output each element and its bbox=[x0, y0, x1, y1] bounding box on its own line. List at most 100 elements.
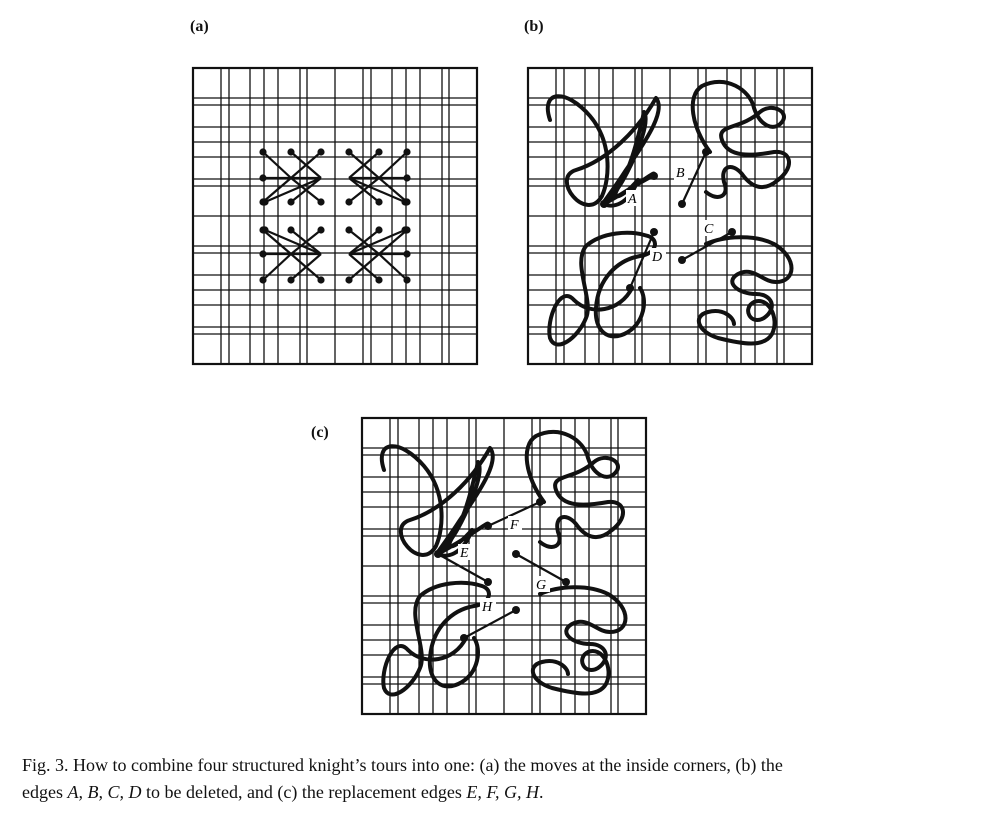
tour-top-left bbox=[380, 444, 495, 558]
square-dot bbox=[345, 198, 353, 206]
caption-end: . bbox=[539, 782, 544, 802]
square-dot bbox=[259, 226, 267, 234]
figure-caption: Fig. 3. How to combine four structured k… bbox=[22, 752, 982, 806]
tour-top-left bbox=[546, 94, 661, 208]
square-dot bbox=[317, 226, 325, 234]
edge-c-endpoint bbox=[678, 256, 686, 264]
knight-move bbox=[348, 228, 406, 256]
deleted-edges bbox=[600, 148, 736, 292]
edge-label-b: B bbox=[676, 166, 685, 181]
edge-b-endpoint bbox=[678, 200, 686, 208]
edge-label-e: E bbox=[459, 546, 469, 561]
edge-labels-c: E F G H bbox=[458, 516, 550, 615]
knight-move bbox=[262, 151, 292, 179]
square-dot bbox=[345, 148, 353, 156]
edge-h-endpoint bbox=[512, 606, 520, 614]
tour-top-right bbox=[690, 79, 791, 199]
knight-move bbox=[290, 177, 322, 203]
square-dot bbox=[375, 226, 383, 234]
knight-move bbox=[348, 253, 380, 281]
square-dot bbox=[259, 276, 267, 284]
caption-mid-1: edges bbox=[22, 782, 68, 802]
board-a-grid bbox=[193, 68, 477, 364]
edge-label-a: A bbox=[627, 192, 637, 207]
knight-move bbox=[348, 151, 380, 179]
square-dot bbox=[287, 148, 295, 156]
corner-move-group bbox=[259, 148, 325, 206]
square-dot bbox=[259, 250, 267, 258]
knight-move bbox=[264, 176, 322, 204]
board-b-frame bbox=[526, 66, 814, 366]
square-dot bbox=[345, 276, 353, 284]
square-dot bbox=[259, 198, 267, 206]
knight-move bbox=[348, 176, 406, 204]
caption-mid-edges: A, B, C, D bbox=[67, 782, 142, 802]
knight-move bbox=[262, 177, 292, 203]
knight-move bbox=[290, 253, 322, 281]
square-dot bbox=[317, 198, 325, 206]
board-a bbox=[191, 66, 479, 366]
square-dot bbox=[403, 250, 411, 258]
edge-label-c: C bbox=[704, 222, 714, 237]
edge-c-endpoint bbox=[728, 228, 736, 236]
knight-move bbox=[262, 229, 292, 255]
square-dot bbox=[287, 276, 295, 284]
tour-top-right bbox=[524, 429, 625, 549]
caption-mid-2: to be deleted, and (c) the replacement e… bbox=[141, 782, 467, 802]
tour-bottom-right bbox=[530, 585, 628, 696]
panel-c-label: (c) bbox=[311, 424, 329, 441]
edge-f-endpoint bbox=[536, 498, 544, 506]
tour-bottom-left bbox=[381, 580, 491, 697]
edge-d-endpoint bbox=[626, 284, 634, 292]
edge-g-endpoint bbox=[562, 578, 570, 586]
panel-a-label: (a) bbox=[190, 18, 209, 35]
board-b: A B C D bbox=[526, 66, 814, 366]
corner-move-group bbox=[345, 226, 411, 284]
edge-h-endpoint bbox=[460, 634, 468, 642]
square-dot bbox=[345, 226, 353, 234]
edge-f-endpoint bbox=[484, 522, 492, 530]
square-dot bbox=[375, 276, 383, 284]
corner-move-group bbox=[259, 226, 325, 284]
tour-bottom-right bbox=[696, 235, 794, 346]
caption-end-edges: E, F, G, H bbox=[466, 782, 539, 802]
edge-labels-b: A B C D bbox=[626, 164, 716, 265]
knight-move bbox=[378, 151, 408, 179]
square-dot bbox=[287, 198, 295, 206]
edge-label-d: D bbox=[651, 250, 662, 265]
edge-a-endpoint bbox=[600, 200, 608, 208]
edge-g-endpoint bbox=[512, 550, 520, 558]
board-c-tours bbox=[380, 429, 628, 697]
board-a-frame bbox=[191, 66, 479, 366]
knight-move bbox=[290, 229, 322, 255]
knight-move bbox=[264, 228, 322, 256]
board-b-tours bbox=[546, 79, 794, 347]
knight-move bbox=[378, 253, 408, 281]
knight-move bbox=[378, 229, 408, 255]
replacement-edges bbox=[434, 498, 570, 642]
board-c: E F G H bbox=[360, 416, 648, 716]
square-dot bbox=[375, 198, 383, 206]
corner-moves bbox=[259, 148, 411, 284]
knight-move bbox=[348, 229, 380, 255]
tour-bottom-left bbox=[547, 230, 657, 347]
panel-b-label: (b) bbox=[524, 18, 544, 35]
square-dot bbox=[317, 276, 325, 284]
caption-lead: Fig. 3. How to combine four structured k… bbox=[22, 755, 783, 775]
knight-move bbox=[262, 253, 292, 281]
square-dot bbox=[403, 276, 411, 284]
square-dot bbox=[259, 174, 267, 182]
edge-a-endpoint bbox=[650, 172, 658, 180]
edge-e-endpoint bbox=[434, 550, 442, 558]
board-b-grid bbox=[528, 68, 812, 364]
corner-move-group bbox=[345, 148, 411, 206]
square-dot bbox=[259, 148, 267, 156]
edge-b-endpoint bbox=[702, 148, 710, 156]
edge-label-g: G bbox=[536, 578, 546, 593]
knight-move bbox=[378, 177, 408, 203]
square-dot bbox=[403, 174, 411, 182]
edge-e-endpoint bbox=[484, 578, 492, 586]
edge-label-f: F bbox=[509, 518, 519, 533]
knight-move bbox=[348, 177, 380, 203]
square-dot bbox=[403, 148, 411, 156]
